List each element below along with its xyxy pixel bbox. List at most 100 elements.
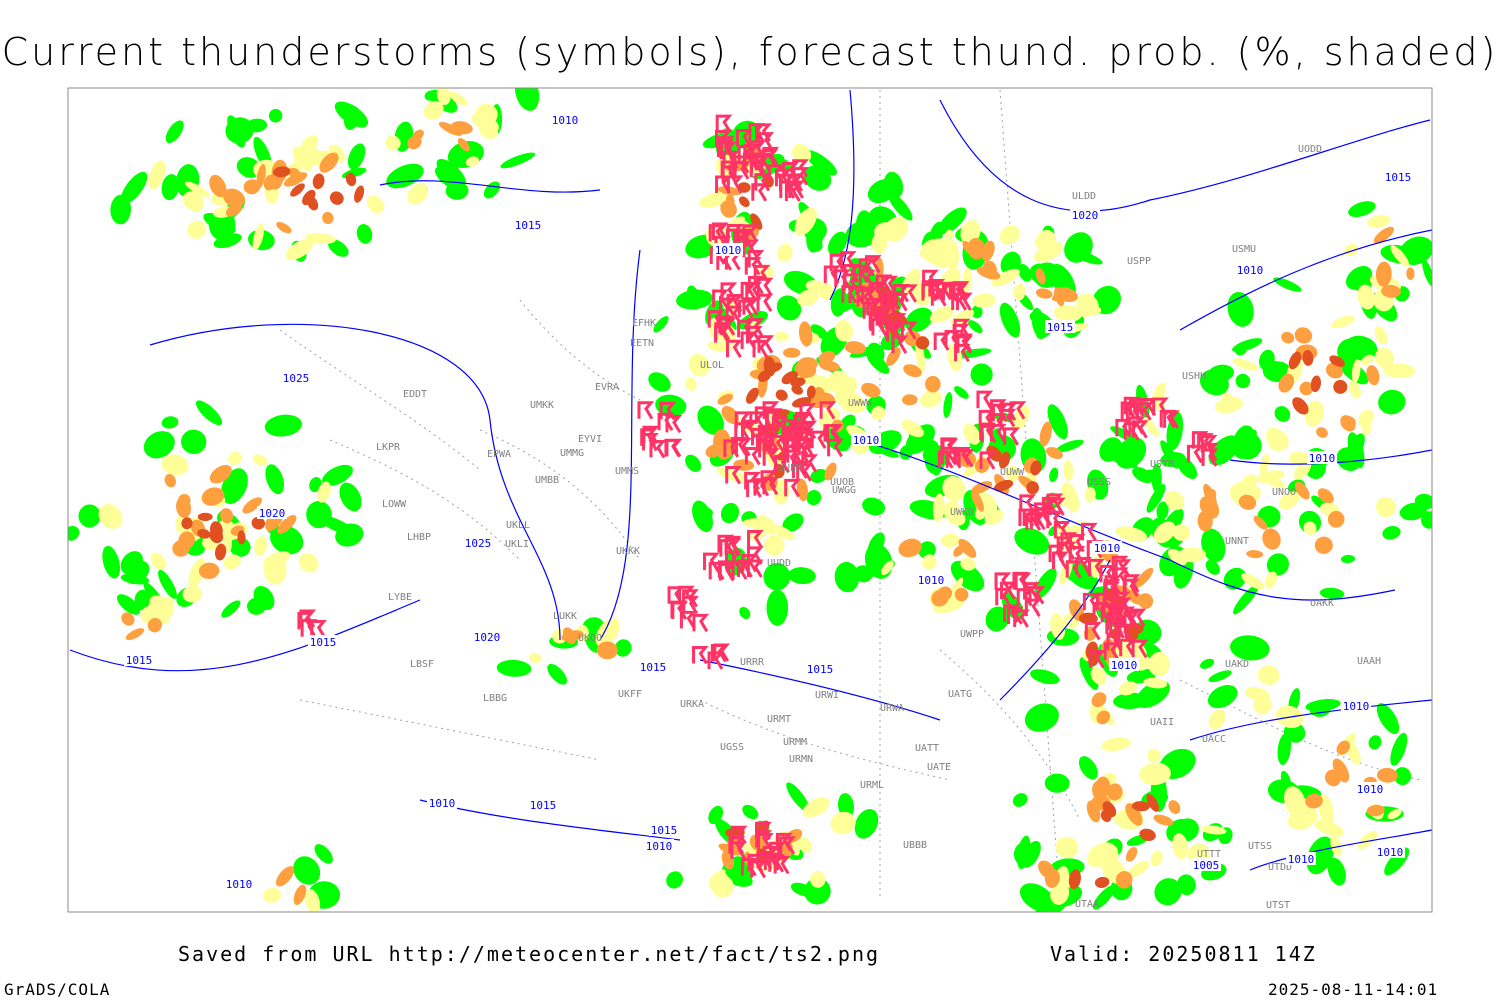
probability-cell [354, 185, 365, 203]
probability-cell [953, 545, 965, 557]
thunderstorm-symbol-icon [1014, 572, 1032, 591]
probability-cell [1079, 657, 1099, 691]
probability-cell [1274, 406, 1291, 422]
probability-cell [1139, 762, 1171, 786]
isobar-label-bg [1341, 699, 1371, 712]
station-label: UNOO [1272, 487, 1296, 498]
station-label: UACC [1202, 734, 1226, 745]
probability-cell [1310, 375, 1321, 393]
thunderstorm-symbol-icon [659, 401, 677, 421]
thunderstorm-symbol-icon [692, 613, 710, 633]
station-label: UKLI [505, 539, 529, 550]
probability-cell [514, 88, 540, 111]
probability-cell [1430, 248, 1468, 277]
probability-cell [944, 229, 954, 242]
thunderstorm-symbol-icon [1023, 582, 1040, 601]
probability-cell [1148, 652, 1170, 677]
isobar-label: 1010 [552, 114, 579, 127]
thunderstorm-symbol-icon [637, 401, 655, 420]
probability-cell [804, 877, 831, 905]
probability-cell [1026, 481, 1040, 495]
isobar-label-bg [916, 573, 946, 586]
probability-cell [228, 451, 242, 466]
probability-cell [334, 101, 369, 128]
isobar-label-bg [1383, 170, 1413, 183]
isobar-line [1189, 699, 1432, 741]
probability-cell [1200, 825, 1227, 835]
probability-cell [797, 289, 819, 307]
probability-cell [791, 385, 803, 395]
thunderstorm-symbol-icon [792, 159, 809, 178]
probability-cell [1266, 553, 1289, 576]
thunderstorm-symbol-icon [711, 222, 729, 241]
isobar-label-bg [1307, 451, 1337, 464]
thunderstorm-symbol-icon [941, 283, 959, 302]
thunderstorm-symbol-icon [979, 451, 997, 470]
probability-cell [1208, 709, 1226, 729]
probability-cell [1357, 284, 1376, 310]
thunderstorm-symbol-icon [726, 294, 744, 313]
probability-cell [412, 129, 424, 141]
thunderstorm-symbol-icon [747, 276, 765, 295]
probability-cell [201, 487, 225, 506]
probability-cell [1375, 497, 1396, 518]
probability-cell [971, 489, 984, 512]
probability-cell [940, 533, 961, 548]
probability-cell [237, 530, 246, 545]
probability-cell [794, 361, 817, 379]
probability-cell [1147, 748, 1161, 763]
isobar-label-bg [257, 506, 287, 519]
station-label: ULDD [1072, 191, 1096, 202]
station-label: USSS [1087, 477, 1111, 488]
thunderstorm-symbol-icon [1033, 502, 1051, 521]
probability-cell [178, 531, 195, 550]
station-label: UKLL [506, 520, 530, 531]
thunderstorm-symbol-icon [826, 424, 843, 443]
probability-cell [692, 500, 713, 533]
isobar-label-bg [1109, 658, 1139, 671]
probability-cell [1376, 703, 1400, 735]
probability-cell [1118, 681, 1138, 696]
probability-cell [962, 267, 972, 293]
probability-cell [1168, 800, 1181, 814]
probability-cell [1036, 230, 1056, 250]
station-label: LOWW [382, 499, 407, 510]
probability-cell [902, 394, 918, 406]
thunderstorm-symbol-icon [744, 257, 762, 276]
probability-cell [1050, 882, 1070, 905]
thunderstorm-symbol-icon [713, 643, 731, 662]
station-label: UATG [948, 689, 972, 700]
probability-cell [1044, 773, 1070, 793]
probability-cell [215, 543, 227, 561]
probability-cell [653, 316, 669, 333]
probability-cell [1068, 869, 1081, 890]
probability-cell [1200, 658, 1215, 669]
probability-cell [790, 377, 806, 387]
isobar-line [939, 99, 1431, 212]
probability-cell [1387, 809, 1402, 820]
probability-cell [739, 606, 751, 620]
probability-cell [963, 423, 981, 445]
probability-cell [407, 182, 429, 205]
probability-cell [854, 808, 879, 839]
probability-cell [229, 537, 251, 557]
probability-cell [496, 659, 532, 677]
isobars [69, 89, 1432, 871]
probability-cell [1047, 404, 1068, 440]
probability-cell [1302, 349, 1314, 366]
probability-cell [1259, 453, 1270, 476]
thunderstorm-symbol-icon [866, 297, 883, 317]
probability-cell [685, 454, 702, 472]
thunderstorm-symbol-icon [858, 269, 876, 289]
probability-cell [946, 577, 964, 605]
probability-cell [1201, 528, 1226, 563]
probability-cell [1232, 338, 1263, 353]
probability-cell [770, 524, 795, 541]
probability-cell [783, 347, 801, 358]
thunderstorm-symbol-icon [715, 114, 733, 133]
probability-cell [901, 268, 921, 296]
thunderstorm-symbol-icon [784, 478, 801, 498]
probability-cell [777, 243, 793, 263]
probability-cell [1390, 732, 1408, 766]
thunderstorm-symbol-icon [731, 561, 749, 580]
